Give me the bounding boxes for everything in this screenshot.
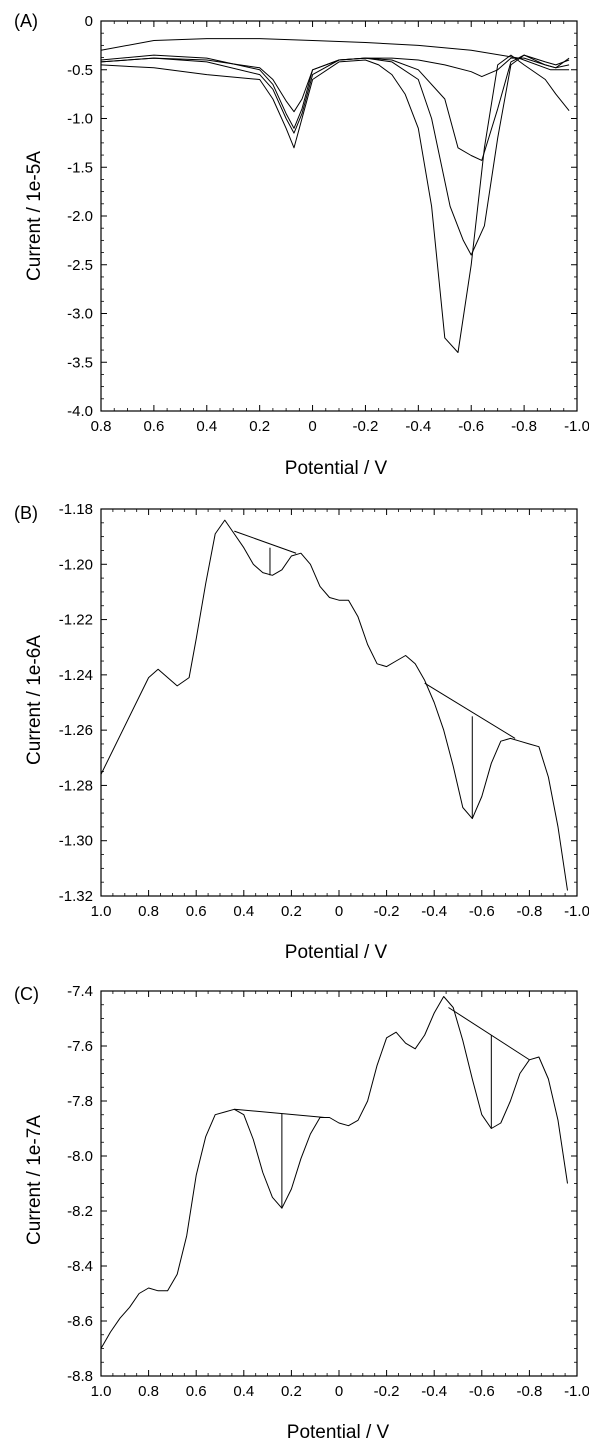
panel-a-x-tick-label: -0.8	[511, 418, 537, 435]
panel-c-x-tick-label: 1.0	[91, 1383, 112, 1400]
panel-c-x-tick-label: 0.4	[233, 1383, 254, 1400]
panel-a-y-tick-label: -1.5	[67, 159, 93, 176]
panel-c-y-tick-label: -8.8	[67, 1368, 93, 1385]
panel-c-x-tick-label: -0.6	[469, 1383, 495, 1400]
panel-b-x-tick-label: 0.4	[233, 903, 254, 920]
panel-a-series-line-5	[100, 54, 570, 353]
panel-c-baseline-1	[234, 1108, 325, 1118]
panel-a-x-tick-label: -1.0	[564, 418, 589, 435]
panel-c-x-tick-label: -0.8	[516, 1383, 542, 1400]
panel-a-y-tick-label: 0	[85, 13, 93, 30]
panel-b-y-tick-label: -1.26	[59, 722, 93, 739]
panel-b-y-tick-label: -1.22	[59, 612, 93, 629]
panel-a-y-tick-label: -3.0	[67, 306, 93, 323]
panel-b-y-tick-label: -1.28	[59, 777, 93, 794]
panel-b-x-tick-label: 1.0	[91, 903, 112, 920]
panel-a-series-line-4	[100, 54, 570, 256]
panel-a-y-tick-label: -4.0	[67, 403, 93, 420]
panel-c-label: (C)	[14, 984, 39, 1004]
panel-c-y-tick-label: -8.0	[67, 1148, 93, 1165]
panel-c-x-tick-label: 0.2	[281, 1383, 302, 1400]
panel-a-y-tick-label: -2.0	[67, 208, 93, 225]
panel-c-x-tick-label: -0.4	[421, 1383, 447, 1400]
panel-a-y-tick-label: -2.5	[67, 257, 93, 274]
panel-a-x-tick-label: -0.2	[353, 418, 379, 435]
panel-b-x-tick-label: 0.2	[281, 903, 302, 920]
panel-b-x-tick-label: -0.2	[374, 903, 400, 920]
panel-c-x-tick-label: 0.6	[186, 1383, 207, 1400]
panel-c-x-tick-label: -0.2	[374, 1383, 400, 1400]
panel-b-y-tick-label: -1.30	[59, 833, 93, 850]
panel-b-x-tick-label: -0.4	[421, 903, 447, 920]
panel-c-y-tick-label: -8.2	[67, 1203, 93, 1220]
panel-b-y-axis-title: Current / 1e-6A	[24, 635, 45, 765]
panel-a-x-tick-label: 0.6	[143, 418, 164, 435]
panel-a-label: (A)	[14, 11, 38, 31]
panel-b: (B) Potential / V Current / 1e-6A 1.0 0.8…	[14, 501, 589, 963]
panel-c: (C) Potential / V Current / 1e-7A 1.0 0.8…	[14, 983, 589, 1443]
panel-b-y-tick-label: -1.24	[59, 667, 93, 684]
panel-b-x-tick-label: -0.8	[516, 903, 542, 920]
panel-b-label: (B)	[14, 503, 38, 523]
panel-b-x-tick-label: -1.0	[564, 903, 589, 920]
panel-c-y-tick-label: -7.4	[67, 983, 93, 1000]
panel-b-x-tick-label: 0.8	[138, 903, 159, 920]
panel-c-plot-frame	[100, 990, 578, 1377]
panel-a-x-tick-label: 0	[308, 418, 316, 435]
panel-a-y-axis-title: Current / 1e-5A	[24, 151, 45, 281]
panel-a-y-tick-label: -3.5	[67, 354, 93, 371]
panel-c-y-tick-label: -8.4	[67, 1258, 93, 1275]
panel-c-y-axis-title: Current / 1e-7A	[24, 1115, 45, 1245]
panel-c-series-line-1	[100, 996, 568, 1349]
panel-a-y-tick-label: -0.5	[67, 62, 93, 79]
panel-c-baseline-2	[448, 1007, 530, 1061]
panel-b-plot-frame	[100, 508, 578, 897]
panel-a-x-tick-label: -0.4	[405, 418, 431, 435]
panel-b-x-tick-label: 0.6	[186, 903, 207, 920]
panel-b-y-tick-label: -1.32	[59, 888, 93, 905]
panel-b-x-tick-label: -0.6	[469, 903, 495, 920]
panel-c-x-tick-label: 0	[335, 1383, 343, 1400]
panel-c-x-tick-label: 0.8	[138, 1383, 159, 1400]
panel-c-x-tick-label: -1.0	[564, 1383, 589, 1400]
panel-a-x-tick-label: -0.6	[458, 418, 484, 435]
panel-c-x-axis-title: Potential / V	[287, 1422, 390, 1443]
panel-a-y-tick-label: -1.0	[67, 111, 93, 128]
panel-b-x-axis-title: Potential / V	[285, 942, 388, 963]
panel-a-x-tick-label: 0.8	[91, 418, 112, 435]
panel-c-y-tick-label: -8.6	[67, 1313, 93, 1330]
panel-b-baseline-1	[234, 530, 297, 554]
panel-b-y-tick-label: -1.20	[59, 556, 93, 573]
panel-a-x-tick-label: 0.4	[196, 418, 217, 435]
panel-b-baseline-2	[424, 682, 516, 739]
panel-c-y-tick-label: -7.6	[67, 1038, 93, 1055]
panel-b-series-line-1	[100, 519, 568, 891]
panel-b-y-tick-label: -1.18	[59, 501, 93, 518]
panel-a-x-tick-label: 0.2	[249, 418, 270, 435]
panel-c-y-tick-label: -7.8	[67, 1093, 93, 1110]
panel-a-series-line-1	[100, 38, 570, 71]
panel-a: (A) Potential / V Current / 1e-5A 0.8 0.6…	[14, 11, 589, 479]
panel-a-series-line-3	[100, 54, 570, 161]
panel-a-x-axis-title: Potential / V	[285, 458, 388, 479]
panel-b-x-tick-label: 0	[335, 903, 343, 920]
